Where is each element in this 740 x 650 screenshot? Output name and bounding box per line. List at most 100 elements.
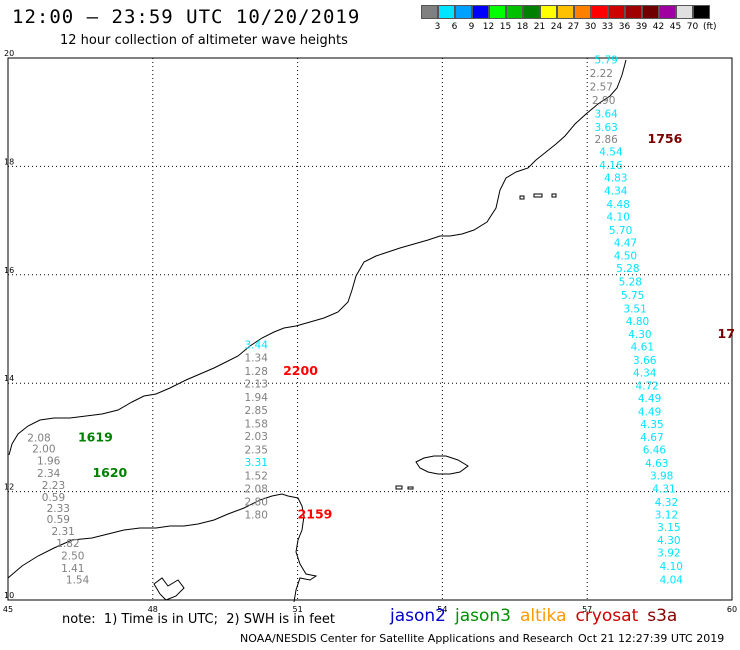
axis-tick-labels: 45 48 51 54 57 60 20 18 16 14 12 10 (3, 49, 737, 614)
legend-swatch (557, 5, 574, 19)
x-tick-label: 57 (582, 605, 592, 614)
legend-swatch (676, 5, 693, 19)
legend-label: 9 (468, 22, 475, 32)
island-small-5 (551, 193, 557, 198)
legend-label: 24 (550, 22, 563, 32)
wave-height-value: 3.63 (594, 122, 617, 134)
coastline-arabia (8, 59, 627, 456)
timestamp-text: Oct 21 12:27:39 UTC 2019 (578, 632, 725, 645)
pass-time-label: 1756 (648, 131, 683, 146)
wave-height-value: 4.83 (604, 173, 627, 185)
x-tick-label: 51 (293, 605, 303, 614)
wave-height-value: 4.04 (660, 575, 684, 587)
legend-labels: 3 6 9 12 15 18 21 24 27 30 33 36 39 42 45 70 (ft) (421, 22, 725, 32)
legend-unit: (ft) (703, 22, 717, 32)
wave-height-value: 4.49 (638, 407, 661, 419)
lat-lon-grid (7, 57, 733, 601)
wave-height-value: 2.90 (592, 95, 615, 107)
wave-height-value: 5.79 (594, 54, 617, 66)
units-note: note: 1) Time is in UTC; 2) SWH is in fe… (62, 612, 335, 627)
wave-height-value: 4.54 (599, 147, 623, 159)
wave-height-value: 1.54 (66, 575, 90, 587)
legend-swatch (540, 5, 557, 19)
satellite-jason2: jason2 (390, 606, 446, 626)
legend-label: 39 (635, 22, 648, 32)
wave-height-value: 4.30 (657, 535, 680, 547)
wave-height-value: 1.28 (245, 366, 268, 378)
pass-time-labels: 1756 17 2200 2159 1619 1620 (78, 131, 735, 522)
wave-height-values: 5.79 2.22 2.572.90 3.643.632.864.544.164.83… (27, 54, 683, 586)
wave-height-value: 2.57 (590, 82, 613, 94)
y-tick-label: 18 (4, 157, 14, 166)
wave-height-value: 2.13 (245, 379, 268, 391)
wave-height-value: 4.72 (635, 381, 658, 393)
wave-height-value: 4.16 (599, 160, 623, 172)
legend-label: 18 (516, 22, 529, 32)
wave-height-value: 4.47 (614, 238, 637, 250)
wave-height-value: 4.10 (607, 212, 630, 224)
x-tick-label: 48 (148, 605, 158, 614)
wave-height-value: 1.52 (245, 471, 268, 483)
pass-time-label: 17 (718, 326, 735, 341)
legend-label: 21 (533, 22, 546, 32)
legend-label: 33 (601, 22, 614, 32)
wave-height-value: 4.34 (633, 368, 657, 380)
coastline-somalia (7, 493, 318, 603)
x-tick-label: 60 (727, 605, 737, 614)
x-tick-label: 45 (3, 605, 13, 614)
pass-time-label: 1620 (92, 465, 127, 480)
legend-swatch (625, 5, 642, 19)
wave-height-value: 6.46 (643, 445, 667, 457)
wave-height-value: 2.80 (245, 497, 268, 509)
wave-height-value: 4.50 (614, 251, 637, 263)
legend-swatch (659, 5, 676, 19)
wave-height-value: 1.34 (245, 353, 269, 365)
legend-swatch (523, 5, 540, 19)
wave-height-value: 4.48 (607, 199, 630, 211)
socotra-island (415, 455, 469, 475)
wave-height-value: 1.41 (61, 563, 84, 575)
pass-time-label: 2159 (298, 507, 333, 522)
legend-swatch (489, 5, 506, 19)
wave-height-value: 1.94 (245, 392, 269, 404)
wave-height-value: 2.03 (245, 431, 268, 443)
legend-swatch (642, 5, 659, 19)
legend-swatch (421, 5, 438, 19)
wave-height-value: 2.23 (42, 480, 65, 492)
wave-height-value: 3.12 (655, 510, 678, 522)
wave-height-value: 4.34 (604, 186, 628, 198)
legend-label: 36 (618, 22, 631, 32)
wave-height-value: 3.44 (245, 340, 269, 352)
pass-time-label: 1619 (78, 430, 113, 445)
legend-swatch (455, 5, 472, 19)
satellite-s3a: s3a (647, 606, 678, 626)
wave-height-value: 1.96 (37, 456, 61, 468)
wave-height-value: 4.30 (628, 329, 651, 341)
page-title: 12:00 – 23:59 UTC 10/20/2019 (12, 6, 361, 28)
credit-text: NOAA/NESDIS Center for Satellite Applica… (240, 632, 574, 645)
map-frame (7, 57, 733, 601)
wave-height-value: 5.70 (609, 225, 632, 237)
legend-label: 3 (434, 22, 441, 32)
wave-height-value: 0.59 (42, 492, 65, 504)
wave-height-value: 4.10 (660, 561, 683, 573)
y-tick-label: 12 (4, 483, 14, 492)
island-small-1 (395, 485, 403, 490)
y-tick-label: 14 (4, 374, 14, 383)
legend-swatch (506, 5, 523, 19)
wave-height-value: 5.28 (619, 277, 642, 289)
wave-height-value: 3.51 (623, 304, 646, 316)
wave-height-value: 4.49 (638, 393, 661, 405)
wave-height-value: 4.67 (640, 432, 663, 444)
wave-height-value: 2.50 (61, 550, 84, 562)
wave-height-value: 2.86 (594, 134, 618, 146)
wave-height-value: 1.82 (56, 538, 79, 550)
wave-height-value: 2.08 (245, 484, 268, 496)
pass-time-label: 2200 (283, 363, 318, 378)
legend-label: 27 (567, 22, 580, 32)
color-legend: 3 6 9 12 15 18 21 24 27 30 33 36 39 42 45 70 (ft) (421, 5, 725, 32)
wave-height-value: 2.08 (27, 433, 50, 445)
legend-swatch (693, 5, 710, 19)
wave-height-value: 4.32 (655, 497, 678, 509)
wave-height-value: 3.31 (245, 457, 268, 469)
